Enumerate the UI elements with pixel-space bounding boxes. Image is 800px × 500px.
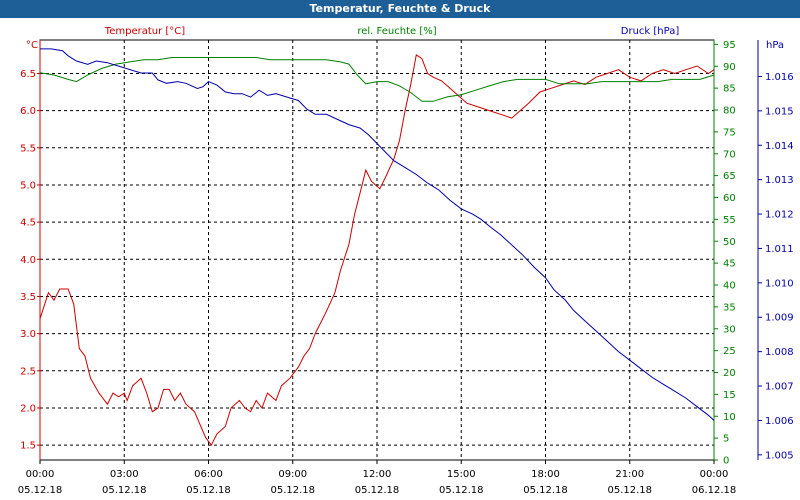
x-tick-date: 05.12.18 <box>18 485 63 496</box>
pressure-tick-label: 1.010 <box>765 278 794 289</box>
x-tick-date: 05.12.18 <box>523 485 568 496</box>
humidity-tick-label: 40 <box>723 281 736 292</box>
temperature-tick-label: 5.5 <box>20 143 36 154</box>
temperature-tick-label: 6.0 <box>20 106 36 117</box>
humidity-tick-label: 55 <box>723 215 736 226</box>
x-tick-time: 00:00 <box>26 469 55 480</box>
temperature-series-line <box>39 54 715 447</box>
pressure-tick-label: 1.016 <box>765 72 794 83</box>
temperature-tick-label: 3.5 <box>20 292 36 303</box>
x-tick-time: 18:00 <box>531 469 560 480</box>
x-tick-date: 05.12.18 <box>607 485 652 496</box>
temperature-tick-label: 3.0 <box>20 329 36 340</box>
pressure-tick-label: 1.008 <box>765 347 794 358</box>
pressure-tick-label: 1.015 <box>765 106 794 117</box>
x-tick-time: 03:00 <box>110 469 139 480</box>
x-tick-date: 05.12.18 <box>439 485 484 496</box>
tick-labels: 00:00 05.12.18 03:00 05.12.18 06:00 05.12.18 0… <box>18 40 794 496</box>
humidity-tick-label: 25 <box>723 346 736 357</box>
temperature-tick-label: 2.0 <box>20 403 36 414</box>
temperature-tick-label: 4.5 <box>20 218 36 229</box>
pressure-tick-label: 1.009 <box>765 313 794 324</box>
humidity-tick-label: 50 <box>723 237 736 248</box>
temperature-tick-label: 2.5 <box>20 366 36 377</box>
pressure-tick-label: 1.007 <box>765 382 794 393</box>
humidity-series-line <box>39 57 715 102</box>
humidity-tick-label: 35 <box>723 302 736 313</box>
x-tick-date: 05.12.18 <box>102 485 147 496</box>
humidity-tick-label: 95 <box>723 40 736 51</box>
x-tick-date: 06.12.18 <box>692 485 737 496</box>
x-tick-date: 05.12.18 <box>355 485 400 496</box>
temperature-tick-label: 5.0 <box>20 180 36 191</box>
pressure-tick-label: 1.013 <box>765 175 794 186</box>
series-lines <box>39 48 715 447</box>
humidity-tick-label: 75 <box>723 127 736 138</box>
humidity-tick-label: 60 <box>723 193 736 204</box>
humidity-tick-label: 0 <box>723 456 729 467</box>
temperature-tick-label: 6.5 <box>20 69 36 80</box>
humidity-tick-label: 70 <box>723 149 736 160</box>
humidity-tick-label: 5 <box>723 434 729 445</box>
humidity-legend: rel. Feuchte [%] <box>357 26 436 37</box>
pressure-tick-label: 1.005 <box>765 450 794 461</box>
pressure-legend: Druck [hPa] <box>621 26 680 37</box>
x-tick-date: 05.12.18 <box>270 485 315 496</box>
humidity-tick-label: 10 <box>723 412 736 423</box>
pressure-series-line <box>40 48 715 421</box>
x-tick-time: 12:00 <box>363 469 392 480</box>
window-title: Temperatur, Feuchte & Druck <box>0 0 800 18</box>
temperature-legend: Temperatur [°C] <box>104 26 185 37</box>
humidity-tick-label: 15 <box>723 390 736 401</box>
humidity-tick-label: 90 <box>723 62 736 73</box>
pressure-tick-label: 1.014 <box>765 141 794 152</box>
pressure-tick-label: 1.006 <box>765 416 794 427</box>
grid <box>40 40 714 460</box>
humidity-tick-label: 65 <box>723 171 736 182</box>
x-tick-date: 05.12.18 <box>186 485 231 496</box>
temperature-unit-label: °C <box>26 40 38 51</box>
humidity-tick-label: 80 <box>723 106 736 117</box>
pressure-unit-label: hPa <box>766 40 784 51</box>
x-tick-time: 21:00 <box>615 469 644 480</box>
x-tick-time: 09:00 <box>278 469 307 480</box>
pressure-tick-label: 1.012 <box>765 210 794 221</box>
pressure-tick-label: 1.011 <box>765 244 794 255</box>
humidity-tick-label: 30 <box>723 324 736 335</box>
humidity-tick-label: 85 <box>723 84 736 95</box>
temperature-tick-label: 4.0 <box>20 255 36 266</box>
humidity-tick-label: 20 <box>723 368 736 379</box>
x-tick-time: 15:00 <box>447 469 476 480</box>
x-tick-time: 06:00 <box>194 469 223 480</box>
humidity-tick-label: 45 <box>723 259 736 270</box>
temperature-tick-label: 1.5 <box>20 441 36 452</box>
x-tick-time: 00:00 <box>700 469 729 480</box>
